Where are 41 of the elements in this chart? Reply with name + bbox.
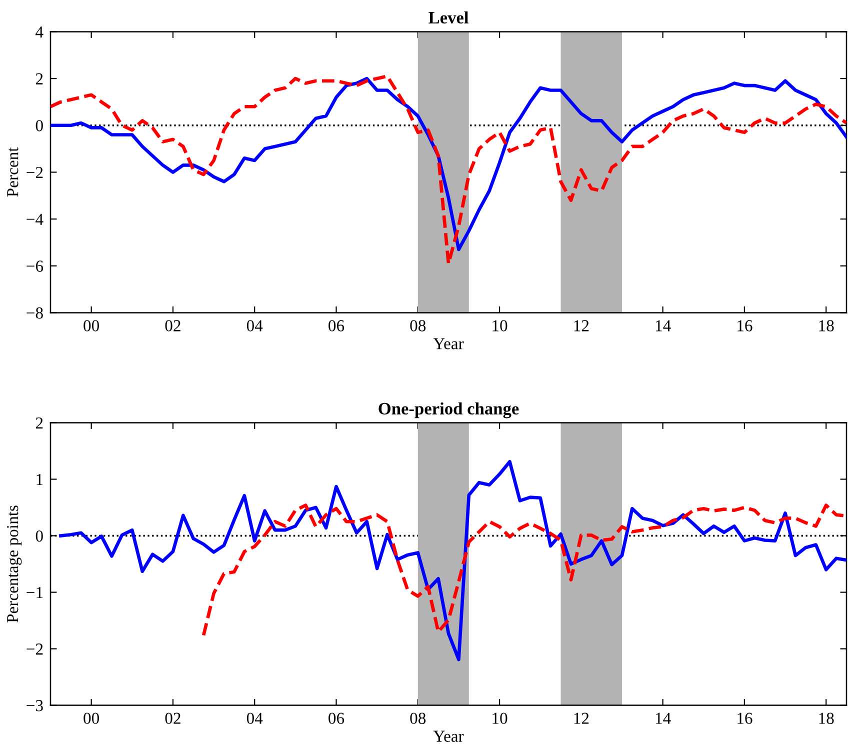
y-tick-label: −3 — [26, 700, 43, 712]
y-axis-title: Percentage points — [7, 506, 22, 623]
x-tick-label: 06 — [328, 712, 344, 724]
x-tick-label: 12 — [574, 320, 589, 332]
x-tick-label: 02 — [165, 320, 180, 332]
line-series — [202, 504, 846, 637]
x-tick-label: 10 — [492, 712, 508, 724]
y-tick-label: −2 — [26, 166, 43, 178]
x-tick-label: 06 — [328, 320, 344, 332]
y-axis-title: Percent — [7, 147, 18, 197]
x-tick-label: 04 — [246, 712, 263, 724]
y-tick-label: −8 — [26, 307, 43, 319]
y-tick-label: 0 — [36, 120, 43, 132]
y-tick-label: −4 — [26, 214, 44, 225]
x-tick-label: 02 — [165, 712, 180, 724]
x-tick-label: 10 — [492, 320, 508, 332]
y-tick-label: −6 — [26, 260, 44, 272]
line-series — [59, 460, 846, 662]
x-tick-label: 14 — [656, 712, 671, 724]
x-tick-label: 08 — [410, 320, 426, 332]
x-tick-label: 12 — [574, 712, 589, 724]
y-tick-label: −1 — [26, 587, 43, 598]
y-tick-label: 4 — [36, 26, 44, 38]
x-axis-title: Year — [433, 730, 464, 742]
y-tick-label: 2 — [36, 417, 43, 428]
x-tick-label: 00 — [84, 320, 100, 332]
chart-title: Level — [428, 11, 468, 24]
y-tick-label: 1 — [36, 474, 43, 486]
x-tick-label: 16 — [738, 712, 752, 724]
x-tick-label: 00 — [84, 712, 100, 724]
x-tick-label: 08 — [410, 712, 426, 724]
x-tick-label: 14 — [656, 320, 671, 332]
x-tick-label: 18 — [819, 320, 834, 332]
y-tick-label: −2 — [26, 644, 43, 655]
x-tick-label: 16 — [738, 320, 752, 332]
x-axis-title: Year — [433, 338, 464, 350]
chart-title: One-period change — [378, 402, 519, 418]
x-tick-label: 04 — [246, 320, 263, 332]
y-tick-label: 2 — [36, 73, 43, 84]
x-tick-label: 18 — [819, 712, 834, 724]
y-tick-label: 0 — [36, 530, 43, 542]
